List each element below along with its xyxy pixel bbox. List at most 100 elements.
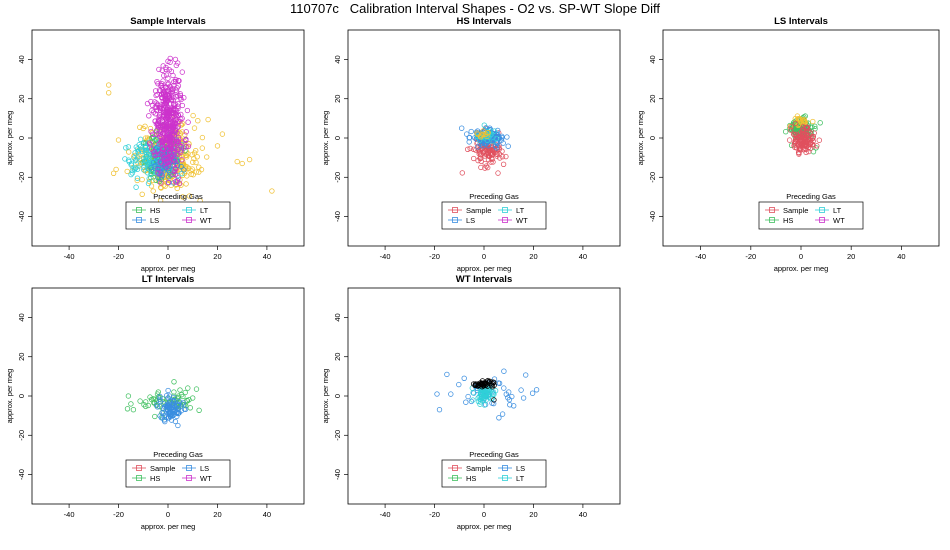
data-point [199,145,205,151]
data-point [125,144,132,150]
data-point [803,149,809,156]
data-point [491,397,497,403]
data-point [187,405,193,411]
data-point [792,140,798,146]
data-point [151,109,157,115]
legend-entry-ls: LS [200,464,209,473]
data-point [803,133,809,139]
data-point [186,165,192,171]
data-point [155,166,161,173]
data-point [113,166,119,173]
data-point [169,91,175,97]
y-tick-label: -40 [17,469,26,480]
data-point [171,157,178,164]
data-point [470,390,476,396]
data-point [147,125,154,132]
data-point [159,409,166,416]
data-point [161,72,167,79]
data-point [817,120,823,126]
x-tick-label: 20 [213,252,221,261]
legend-entry-sample: Sample [783,206,808,215]
data-point [170,400,177,407]
data-point [158,82,164,89]
data-point [181,406,188,412]
legend-swatch [136,475,142,481]
data-point [456,381,462,388]
data-point [156,133,163,140]
data-point [157,403,163,410]
data-point [110,170,117,176]
y-tick-label: 40 [333,55,342,63]
data-point [154,404,161,410]
data-point [478,381,484,387]
legend-swatch [452,207,458,213]
x-axis-label: approx. per meg [141,264,196,273]
data-point [491,382,497,388]
data-point [175,393,182,399]
data-point [505,143,511,149]
data-point [159,165,165,172]
panel-title: LT Intervals [142,274,195,285]
data-point [487,147,493,154]
data-point [139,148,145,155]
data-point [476,137,483,143]
data-point [507,402,513,408]
data-point [134,177,140,184]
data-point [181,167,187,173]
data-point [145,151,152,158]
data-point [106,90,112,96]
data-point [174,179,180,185]
y-tick-label: -40 [333,469,342,480]
data-point [139,176,145,183]
data-point [489,152,495,158]
data-point [150,188,156,194]
data-point [470,397,476,403]
y-tick-label: -40 [17,211,26,222]
data-point [504,134,510,140]
legend-box [441,459,547,488]
data-point [154,79,160,85]
legend-box [125,459,231,488]
data-point [205,116,211,123]
data-point [179,157,185,163]
legend-swatch [136,207,142,213]
data-point [155,170,161,176]
data-point [485,164,491,171]
data-point [148,159,154,165]
legend-swatch [452,465,458,471]
data-point [166,91,172,97]
data-point [135,149,142,155]
y-tick-label: 40 [17,55,26,63]
data-point [166,112,172,118]
data-point [193,386,200,392]
data-point [496,380,503,386]
data-point [166,410,172,416]
data-point [177,92,184,99]
data-point [130,407,137,413]
data-point [191,125,198,131]
series-wt [470,377,497,403]
data-point [148,128,154,135]
y-tick-label: 40 [17,313,26,321]
y-tick-label: -40 [333,211,342,222]
y-tick-label: -20 [17,172,26,183]
data-point [479,131,486,137]
data-point [156,66,162,73]
data-point [155,102,161,109]
data-point [798,129,804,136]
x-tick-label: 40 [263,252,271,261]
x-tick-label: 0 [166,252,170,261]
legend-entry-sample: Sample [150,464,175,473]
data-point [434,391,440,397]
data-point [179,401,185,407]
data-point [467,145,473,152]
legend-swatch [502,465,508,471]
data-point [478,393,485,400]
data-point [165,80,172,87]
data-point [476,147,482,153]
data-point [166,159,173,165]
data-point [486,392,492,398]
data-point [142,144,148,150]
y-tick-label: 0 [333,394,342,398]
data-point [165,75,171,81]
